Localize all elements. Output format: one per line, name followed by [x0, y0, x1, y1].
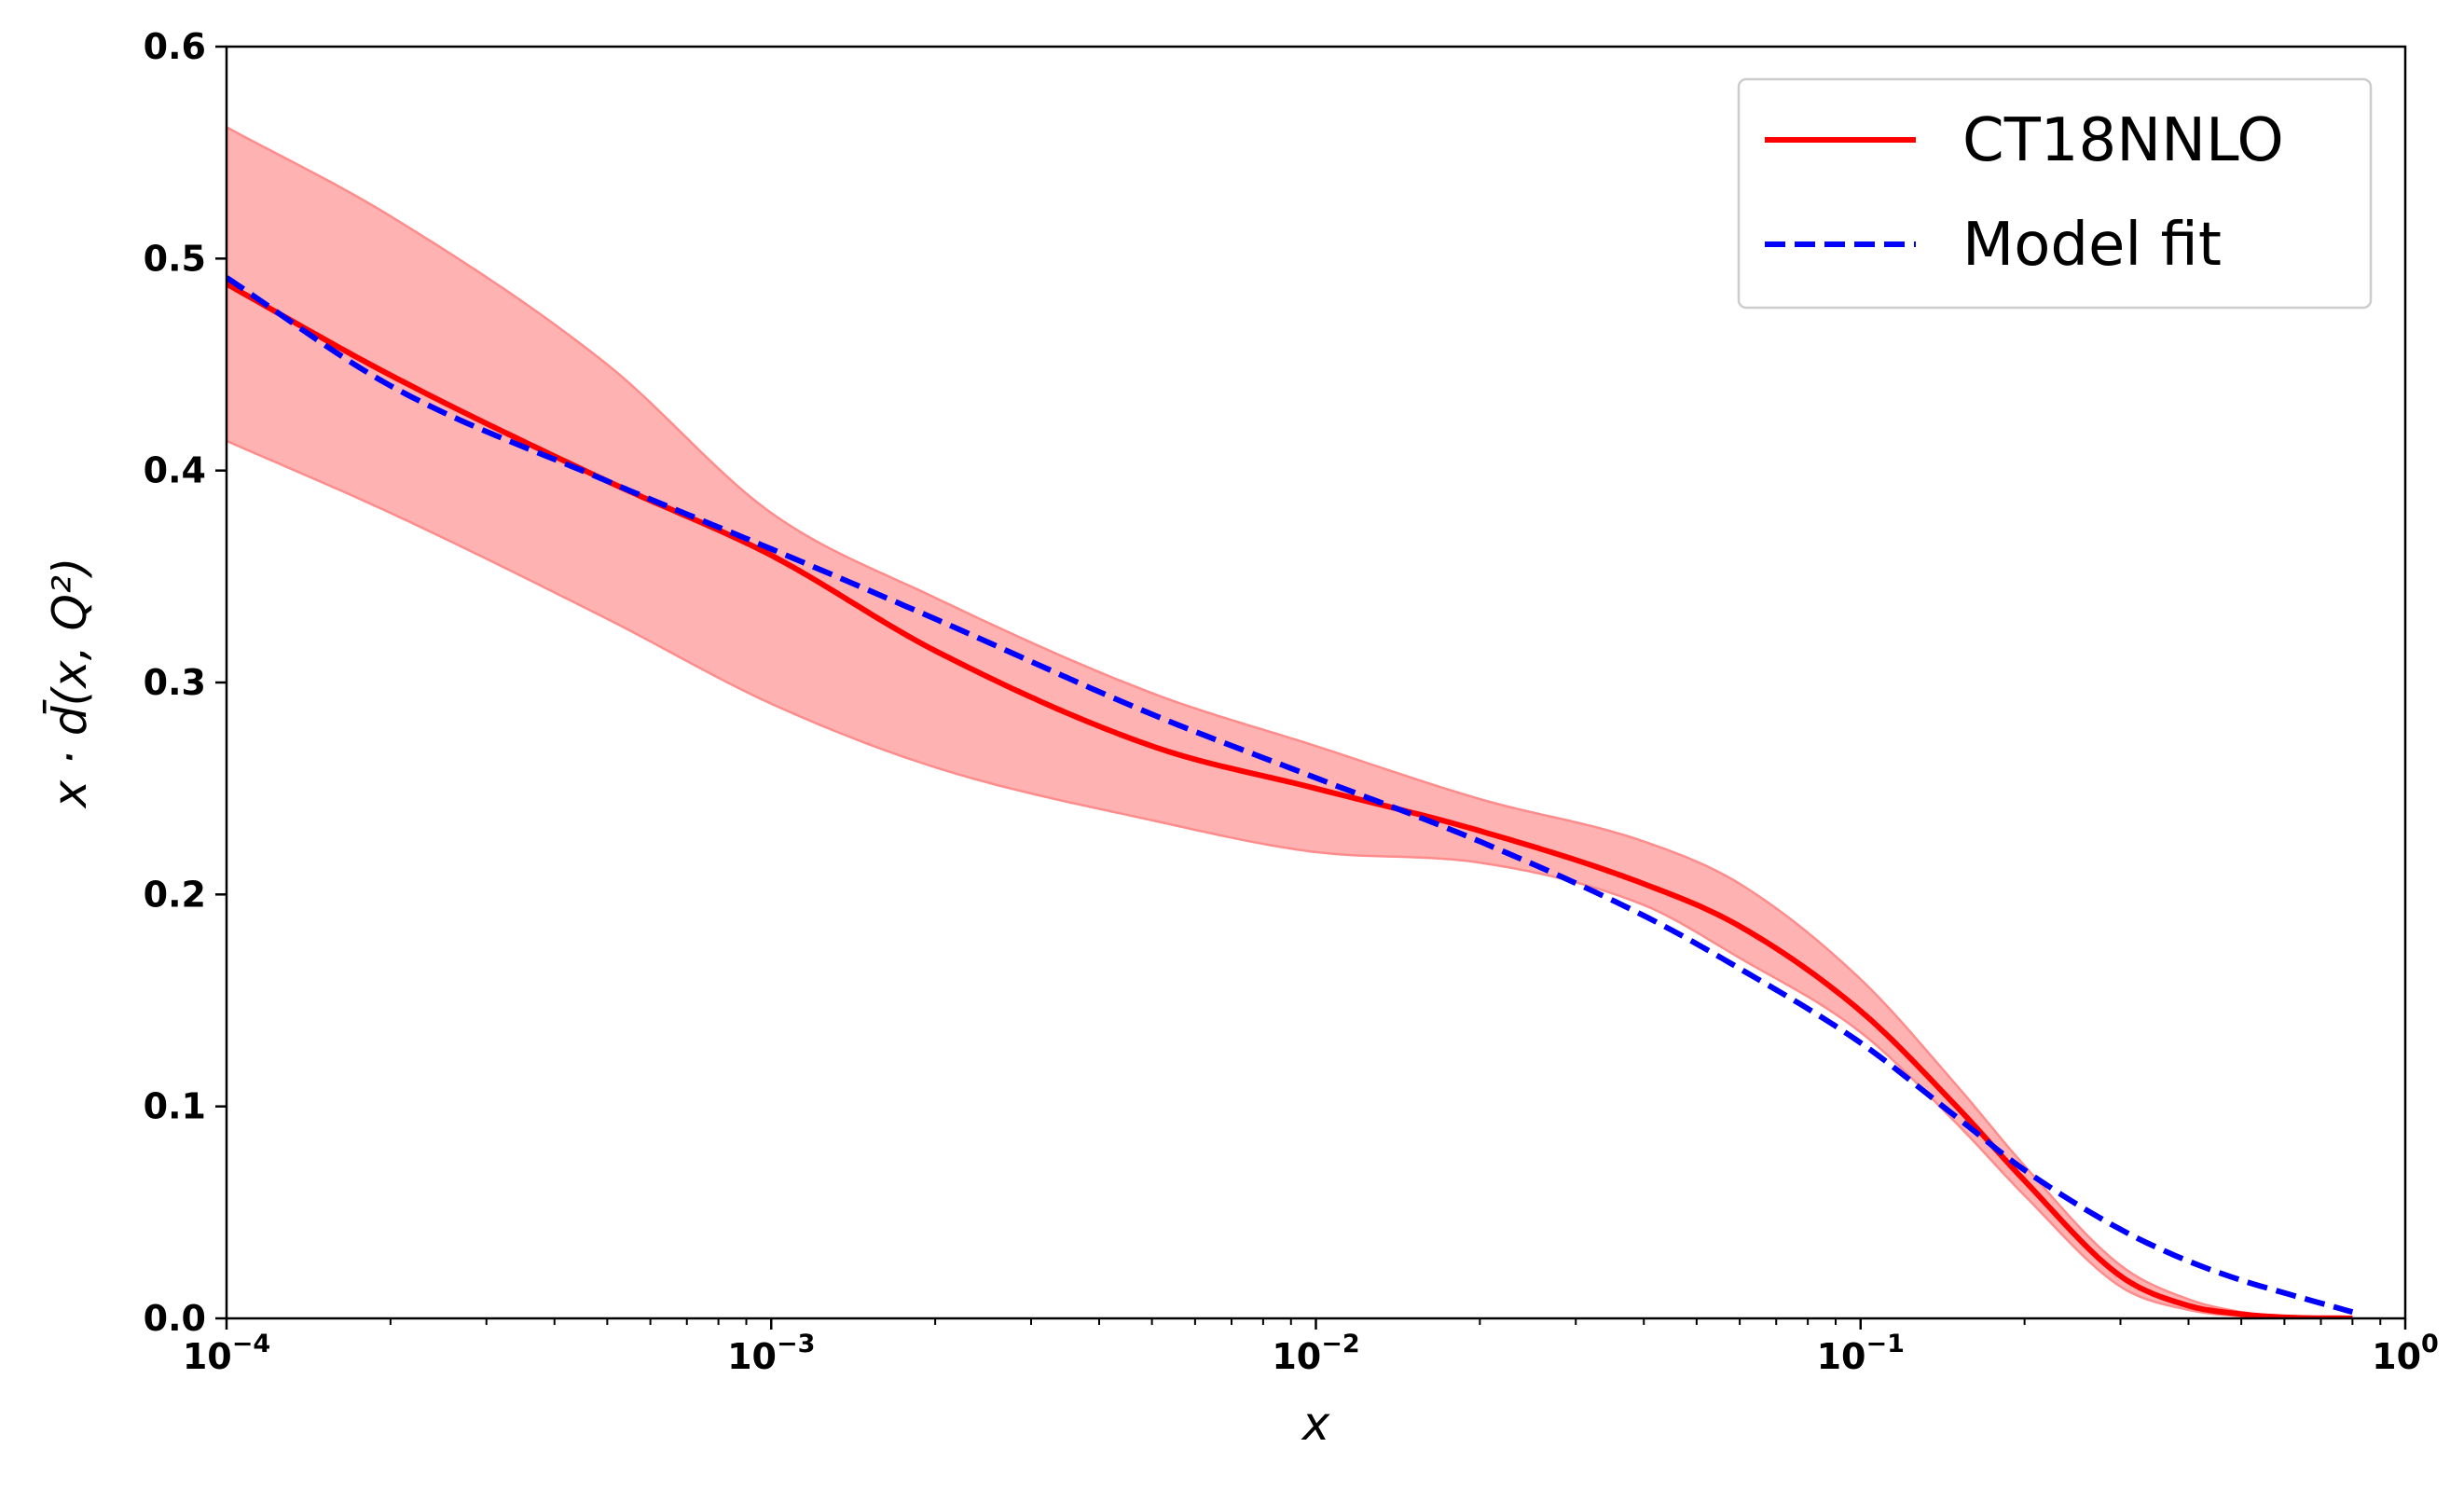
- y-tick-label: 0.1: [144, 1086, 206, 1127]
- plot-area: [227, 126, 2354, 1318]
- y-tick-label: 0.4: [144, 450, 206, 491]
- x-tick-label: 100: [2372, 1330, 2439, 1377]
- x-tick-label: 10−1: [1817, 1330, 1905, 1377]
- x-axis-label: x: [1301, 1397, 1330, 1451]
- legend-box: [1737, 77, 2373, 310]
- axes: 10−4 10−3 10−2 10−1 100 0.0 0.1 0.2 0.3 0.4 0.5 0.6…: [42, 26, 2439, 1451]
- legend-label: CT18NNLO: [1962, 106, 2284, 175]
- legend-label: Model fit: [1962, 211, 2222, 280]
- y-tick-label: 0.0: [144, 1298, 206, 1339]
- y-tick-label: 0.5: [144, 238, 206, 279]
- legend: CT18NNLO Model fit: [1737, 77, 2373, 310]
- band-upper-edge-0: [227, 126, 2353, 1318]
- y-tick-label: 0.2: [144, 874, 206, 915]
- y-tick-label: 0.6: [144, 26, 206, 67]
- y-axis-label: x · d̄(x, Q²): [42, 558, 97, 810]
- x-tick-label: 10−4: [183, 1330, 270, 1377]
- plot-clip-group: [227, 126, 2354, 1318]
- series-line-model-fit: [227, 275, 2354, 1316]
- x-tick-label: 10−3: [727, 1330, 815, 1377]
- y-tick-label: 0.3: [144, 662, 206, 703]
- x-tick-label: 10−2: [1272, 1330, 1359, 1377]
- band-lower-edge-0: [227, 439, 2353, 1318]
